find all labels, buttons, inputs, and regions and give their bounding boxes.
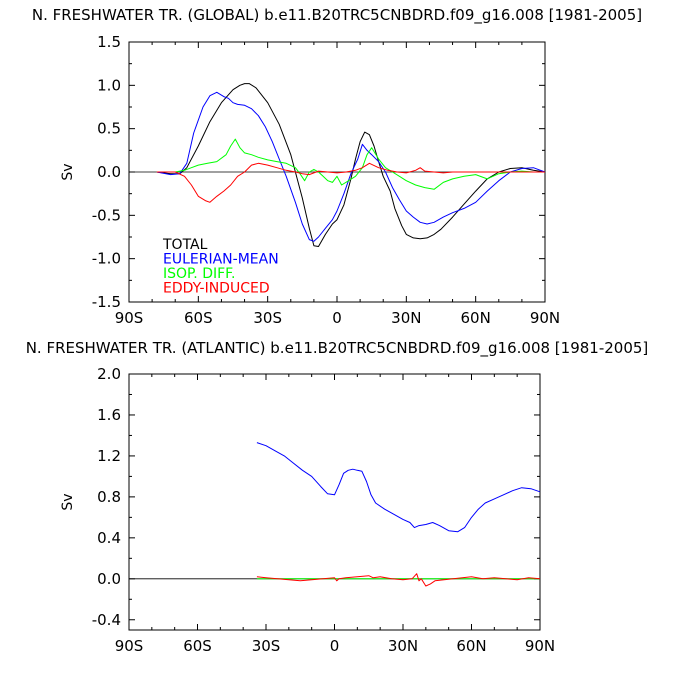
global-title: N. FRESHWATER TR. (GLOBAL) b.e11.B20TRC5… <box>32 6 642 25</box>
x-tick-label: 90S <box>115 637 144 655</box>
x-tick-label: 60N <box>461 309 491 327</box>
legend-eddy-induced: EDDY-INDUCED <box>163 281 270 297</box>
x-tick-label: 0 <box>330 637 340 655</box>
legend-isop-diff: ISOP. DIFF. <box>163 266 235 282</box>
x-tick-label: 90N <box>530 309 560 327</box>
legend-eulerian-mean: EULERIAN-MEAN <box>163 252 279 268</box>
x-tick-label: 30S <box>253 309 282 327</box>
y-tick-label: 1.6 <box>97 406 121 424</box>
y-tick-label: 0.8 <box>97 488 121 506</box>
atlantic-y-axis-label: Sv <box>60 493 76 510</box>
series-line-eddy-induced <box>256 573 541 587</box>
atlantic-panel: N. FRESHWATER TR. (ATLANTIC) b.e11.B20TR… <box>26 339 649 655</box>
y-tick-label: 2.0 <box>97 365 121 383</box>
series-line-eddy-induced <box>156 162 545 203</box>
y-tick-label: -1.0 <box>92 250 121 268</box>
series-line-eulerian-mean <box>256 442 541 533</box>
series-line-eulerian-mean <box>156 91 546 242</box>
y-tick-label: -0.4 <box>92 611 121 629</box>
atlantic-plot-frame <box>128 373 541 631</box>
y-tick-label: -0.5 <box>92 206 121 224</box>
global-axis-ticks: 90S 60S 30S 0 30N 60N 90N 1.5 1.0 0.5 0.0 -0.5 -1.0 -… <box>92 33 560 327</box>
global-legend: TOTAL EULERIAN-MEAN ISOP. DIFF. EDDY-IND… <box>162 237 279 297</box>
atlantic-series-lines <box>129 442 541 587</box>
y-tick-label: 0.4 <box>97 529 121 547</box>
y-tick-label: 1.0 <box>97 76 121 94</box>
x-tick-label: 30N <box>391 309 421 327</box>
global-panel: N. FRESHWATER TR. (GLOBAL) b.e11.B20TRC5… <box>32 6 642 327</box>
x-tick-label: 0 <box>332 309 342 327</box>
atlantic-axis-ticks: 90S 60S 30S 0 30N 60N 90N 2.0 1.6 1.2 0.8 0.4 0.0 -0.… <box>92 365 555 655</box>
y-tick-label: 1.2 <box>97 447 121 465</box>
x-tick-label: 30N <box>388 637 418 655</box>
x-tick-label: 90N <box>525 637 555 655</box>
legend-total: TOTAL <box>162 237 208 253</box>
y-tick-label: -1.5 <box>92 293 121 311</box>
y-tick-label: 1.5 <box>97 33 121 51</box>
y-tick-label: 0.0 <box>97 163 121 181</box>
y-tick-label: 0.0 <box>97 570 121 588</box>
global-y-axis-label: Sv <box>60 163 76 180</box>
series-line-isop-diff <box>156 138 545 190</box>
x-tick-label: 60S <box>183 637 212 655</box>
series-line-total <box>156 83 546 247</box>
x-tick-label: 60N <box>456 637 486 655</box>
y-tick-label: 0.5 <box>97 120 121 138</box>
x-tick-label: 30S <box>252 637 281 655</box>
atlantic-title: N. FRESHWATER TR. (ATLANTIC) b.e11.B20TR… <box>26 339 649 358</box>
x-tick-label: 90S <box>115 309 144 327</box>
x-tick-label: 60S <box>184 309 213 327</box>
global-series-lines <box>129 83 546 247</box>
